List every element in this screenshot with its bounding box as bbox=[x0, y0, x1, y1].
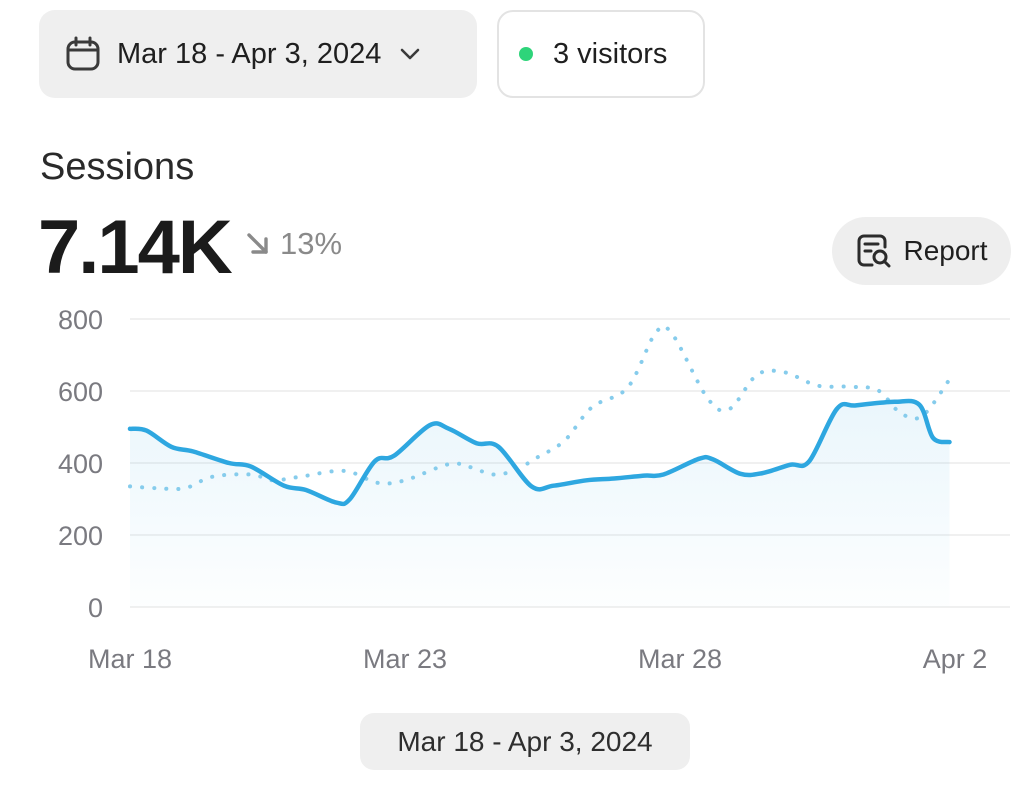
y-tick-label: 0 bbox=[88, 593, 103, 623]
x-tick-label: Mar 28 bbox=[638, 644, 722, 674]
metric-value: 7.14K bbox=[38, 205, 233, 290]
x-tick-label: Apr 2 bbox=[923, 644, 988, 674]
sessions-line-chart: 0 200 400 600 800 Mar 18 Mar 23 Mar 28 Apr 2 bbox=[58, 305, 1010, 674]
range-footer-label: Mar 18 - Apr 3, 2024 bbox=[360, 713, 690, 770]
visitors-count: 3 visitors bbox=[553, 37, 668, 70]
x-tick-label: Mar 18 bbox=[88, 644, 172, 674]
y-tick-label: 200 bbox=[58, 521, 103, 551]
metric-title: Sessions bbox=[40, 146, 195, 188]
y-tick-label: 400 bbox=[58, 449, 103, 479]
y-tick-label: 600 bbox=[58, 377, 103, 407]
y-tick-label: 800 bbox=[58, 305, 103, 335]
date-range-picker[interactable]: Mar 18 - Apr 3, 2024 bbox=[39, 10, 477, 98]
x-tick-label: Mar 23 bbox=[363, 644, 447, 674]
report-button[interactable]: Report bbox=[832, 217, 1011, 285]
report-button-label: Report bbox=[903, 235, 988, 266]
metric-change-value: 13% bbox=[280, 226, 343, 261]
live-visitors-badge[interactable]: 3 visitors bbox=[497, 10, 705, 98]
calendar-icon bbox=[65, 36, 101, 72]
date-range-label: Mar 18 - Apr 3, 2024 bbox=[117, 37, 382, 70]
arrow-down-right-icon bbox=[244, 230, 272, 258]
status-dot-icon bbox=[519, 47, 533, 61]
metric-change: 13% bbox=[244, 226, 342, 262]
series-line-current-period bbox=[127, 398, 952, 507]
series-area-current bbox=[130, 400, 950, 607]
report-search-icon bbox=[855, 232, 893, 270]
chevron-down-icon bbox=[399, 47, 421, 61]
